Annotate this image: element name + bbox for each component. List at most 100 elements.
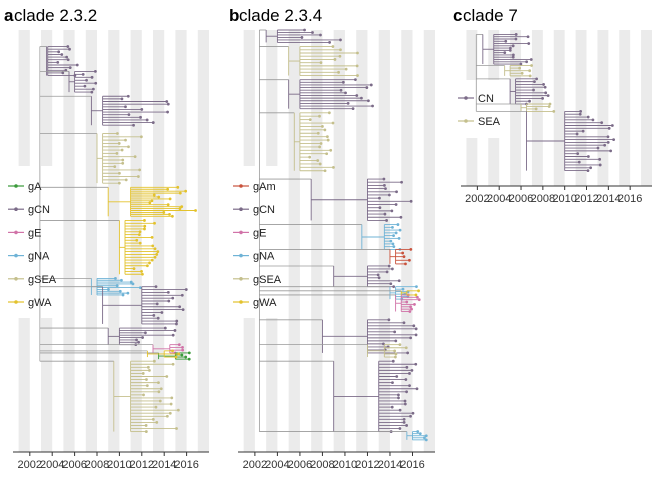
tree-tip-point (141, 272, 144, 276)
tree-tip-point (609, 149, 613, 153)
tree-tip-point (155, 253, 159, 256)
tree-tip-point (417, 289, 420, 293)
tree-tip-point (132, 267, 136, 270)
tree-tip-point (171, 296, 175, 300)
tree-tip-point (163, 326, 167, 330)
legend-key-point (239, 207, 243, 211)
tree-tip-point (113, 165, 117, 169)
tree-tip-point (354, 78, 357, 82)
tree-tip-point (129, 280, 133, 284)
tree-tip-point (578, 112, 582, 116)
tree-tip-point (377, 276, 381, 280)
tree-tip-point (64, 68, 68, 72)
tree-tip-point (606, 135, 610, 139)
x-tick-label: 2012 (574, 193, 598, 205)
tree-tip-point (337, 70, 340, 74)
tree-tip-point (81, 72, 85, 76)
year-band (619, 30, 631, 186)
tree-tip-point (318, 145, 322, 149)
tree-tip-point (394, 352, 398, 356)
tree-tip-point (116, 132, 119, 135)
tree-tip-point (117, 142, 121, 145)
legend-key-point (14, 230, 18, 235)
tree-tip-point (394, 339, 398, 343)
tree-tip-point (397, 396, 400, 400)
tree-tip-point (85, 78, 88, 82)
tree-tip-point (154, 285, 158, 289)
tree-tip-point (390, 209, 394, 213)
year-band (401, 30, 413, 452)
legend-label: SEA (478, 116, 501, 128)
panel-c-title: clade 7 (463, 6, 518, 25)
tree-tip-point (319, 61, 323, 65)
legend-key-point (14, 253, 18, 258)
tree-tip-point (596, 146, 600, 150)
tree-tip-point (177, 352, 181, 356)
tree-tip-point (138, 230, 142, 234)
tree-tip-point (541, 97, 544, 100)
tree-tip-point (165, 414, 169, 418)
tree-tip-point (325, 135, 329, 139)
tree-tip-point (156, 250, 160, 253)
tree-tip-point (180, 293, 184, 297)
tree-tip-point (408, 372, 411, 375)
year-band (597, 30, 609, 186)
tree-tip-point (402, 255, 406, 259)
year-band (641, 30, 652, 186)
tree-tip-point (143, 227, 146, 231)
tree-tip-point (371, 104, 374, 108)
tree-tip-point (514, 33, 518, 36)
tree-tip-point (169, 402, 173, 406)
tree-tip-point (187, 351, 191, 355)
tree-tip-point (591, 118, 595, 122)
tree-tip-point (184, 189, 188, 193)
tree-tip-point (392, 245, 396, 249)
tree-tip-point (132, 123, 135, 127)
tree-tip-point (157, 195, 161, 199)
tree-tip-point (503, 51, 507, 55)
tree-tip-point (115, 151, 119, 155)
tree-tip-point (308, 118, 312, 122)
legend-label: gWA (28, 297, 52, 309)
tree-tip-point (141, 372, 145, 375)
tree-tip-point (385, 270, 389, 274)
tree-tip-point (124, 138, 127, 142)
tree-tip-point (534, 107, 538, 111)
tree-tip-point (398, 427, 402, 430)
tree-tip-point (83, 84, 87, 88)
tree-tip-point (405, 365, 409, 369)
tree-tip-point (405, 390, 408, 394)
tree-tip-point (393, 330, 397, 334)
tree-tip-point (424, 434, 428, 438)
tree-tip-point (175, 319, 179, 323)
x-tick-label: 2004 (487, 193, 511, 205)
tree-tip-point (323, 128, 327, 132)
year-band (333, 30, 345, 452)
tree-tip-point (114, 277, 117, 280)
tree-tip-point (143, 224, 147, 228)
legend-label: gA (28, 181, 42, 193)
tree-tip-point (156, 316, 160, 320)
tree-tip-point (145, 384, 149, 388)
tree-tip-point (394, 203, 398, 206)
tree-tip-point (344, 91, 347, 95)
tree-tip-point (391, 242, 395, 246)
tree-tip-point (150, 236, 154, 239)
tree-tip-point (90, 75, 94, 79)
tree-tip-point (413, 303, 416, 306)
legend-key-point (239, 184, 243, 188)
tree-tip-point (397, 393, 400, 397)
tree-tip-point (415, 387, 419, 391)
tree-tip-point (408, 310, 412, 313)
tree-tip-point (390, 405, 394, 409)
tree-tip-point (390, 267, 394, 271)
tree-tip-point (414, 293, 418, 297)
tree-tip-point (159, 387, 163, 391)
tree-tip-point (381, 342, 385, 346)
tree-tip-point (181, 346, 184, 349)
tree-tip-point (127, 145, 130, 149)
tree-tip-point (126, 94, 130, 98)
tree-tip-point (511, 53, 515, 57)
